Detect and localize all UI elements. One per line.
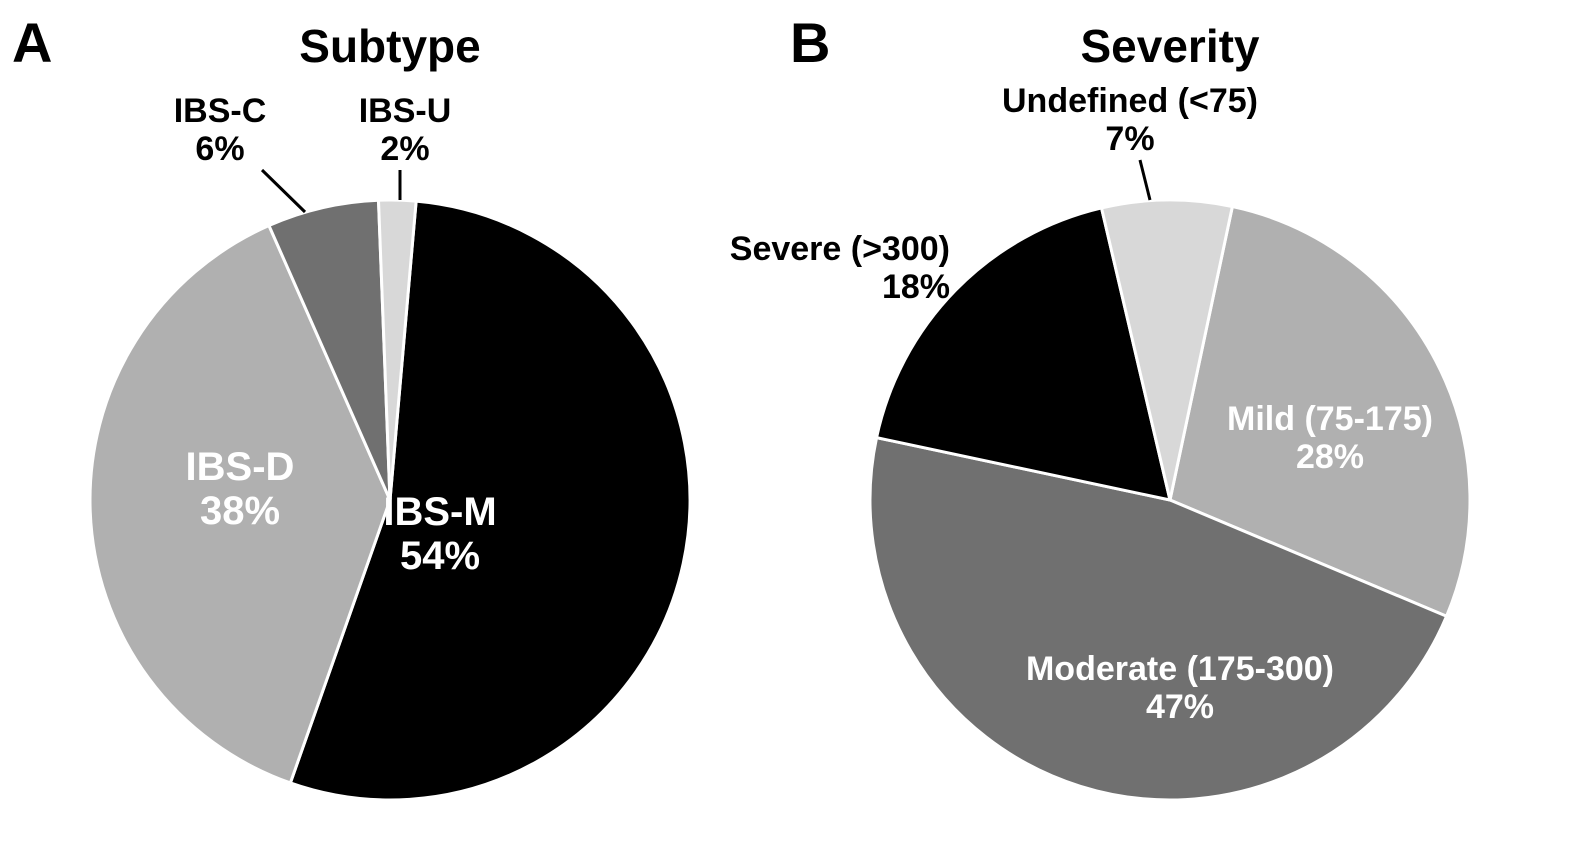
figure-stage: A Subtype IBS-M54% IBS-D38% IBS-C6% IBS-U2%… [0, 0, 1575, 865]
slice-label-ibs_d: IBS-D38% [186, 445, 295, 533]
slice-label-severe: Severe (>300)18% [730, 230, 950, 306]
slice-label-undefined: Undefined (<75)7% [1002, 82, 1258, 158]
leader-line-ibs_c [262, 170, 305, 212]
leader-line-undefined [1140, 160, 1150, 200]
panel-letter-a: A [12, 11, 52, 74]
panel-title-a: Subtype [299, 20, 480, 72]
panel-letter-b: B [790, 11, 830, 74]
panel-title-b: Severity [1080, 20, 1259, 72]
slice-label-ibs_c: IBS-C6% [174, 92, 267, 168]
slice-label-ibs_m: IBS-M54% [383, 490, 496, 578]
slice-label-ibs_u: IBS-U2% [359, 92, 452, 168]
figure-svg: A Subtype IBS-M54% IBS-D38% IBS-C6% IBS-U2%… [0, 0, 1575, 865]
